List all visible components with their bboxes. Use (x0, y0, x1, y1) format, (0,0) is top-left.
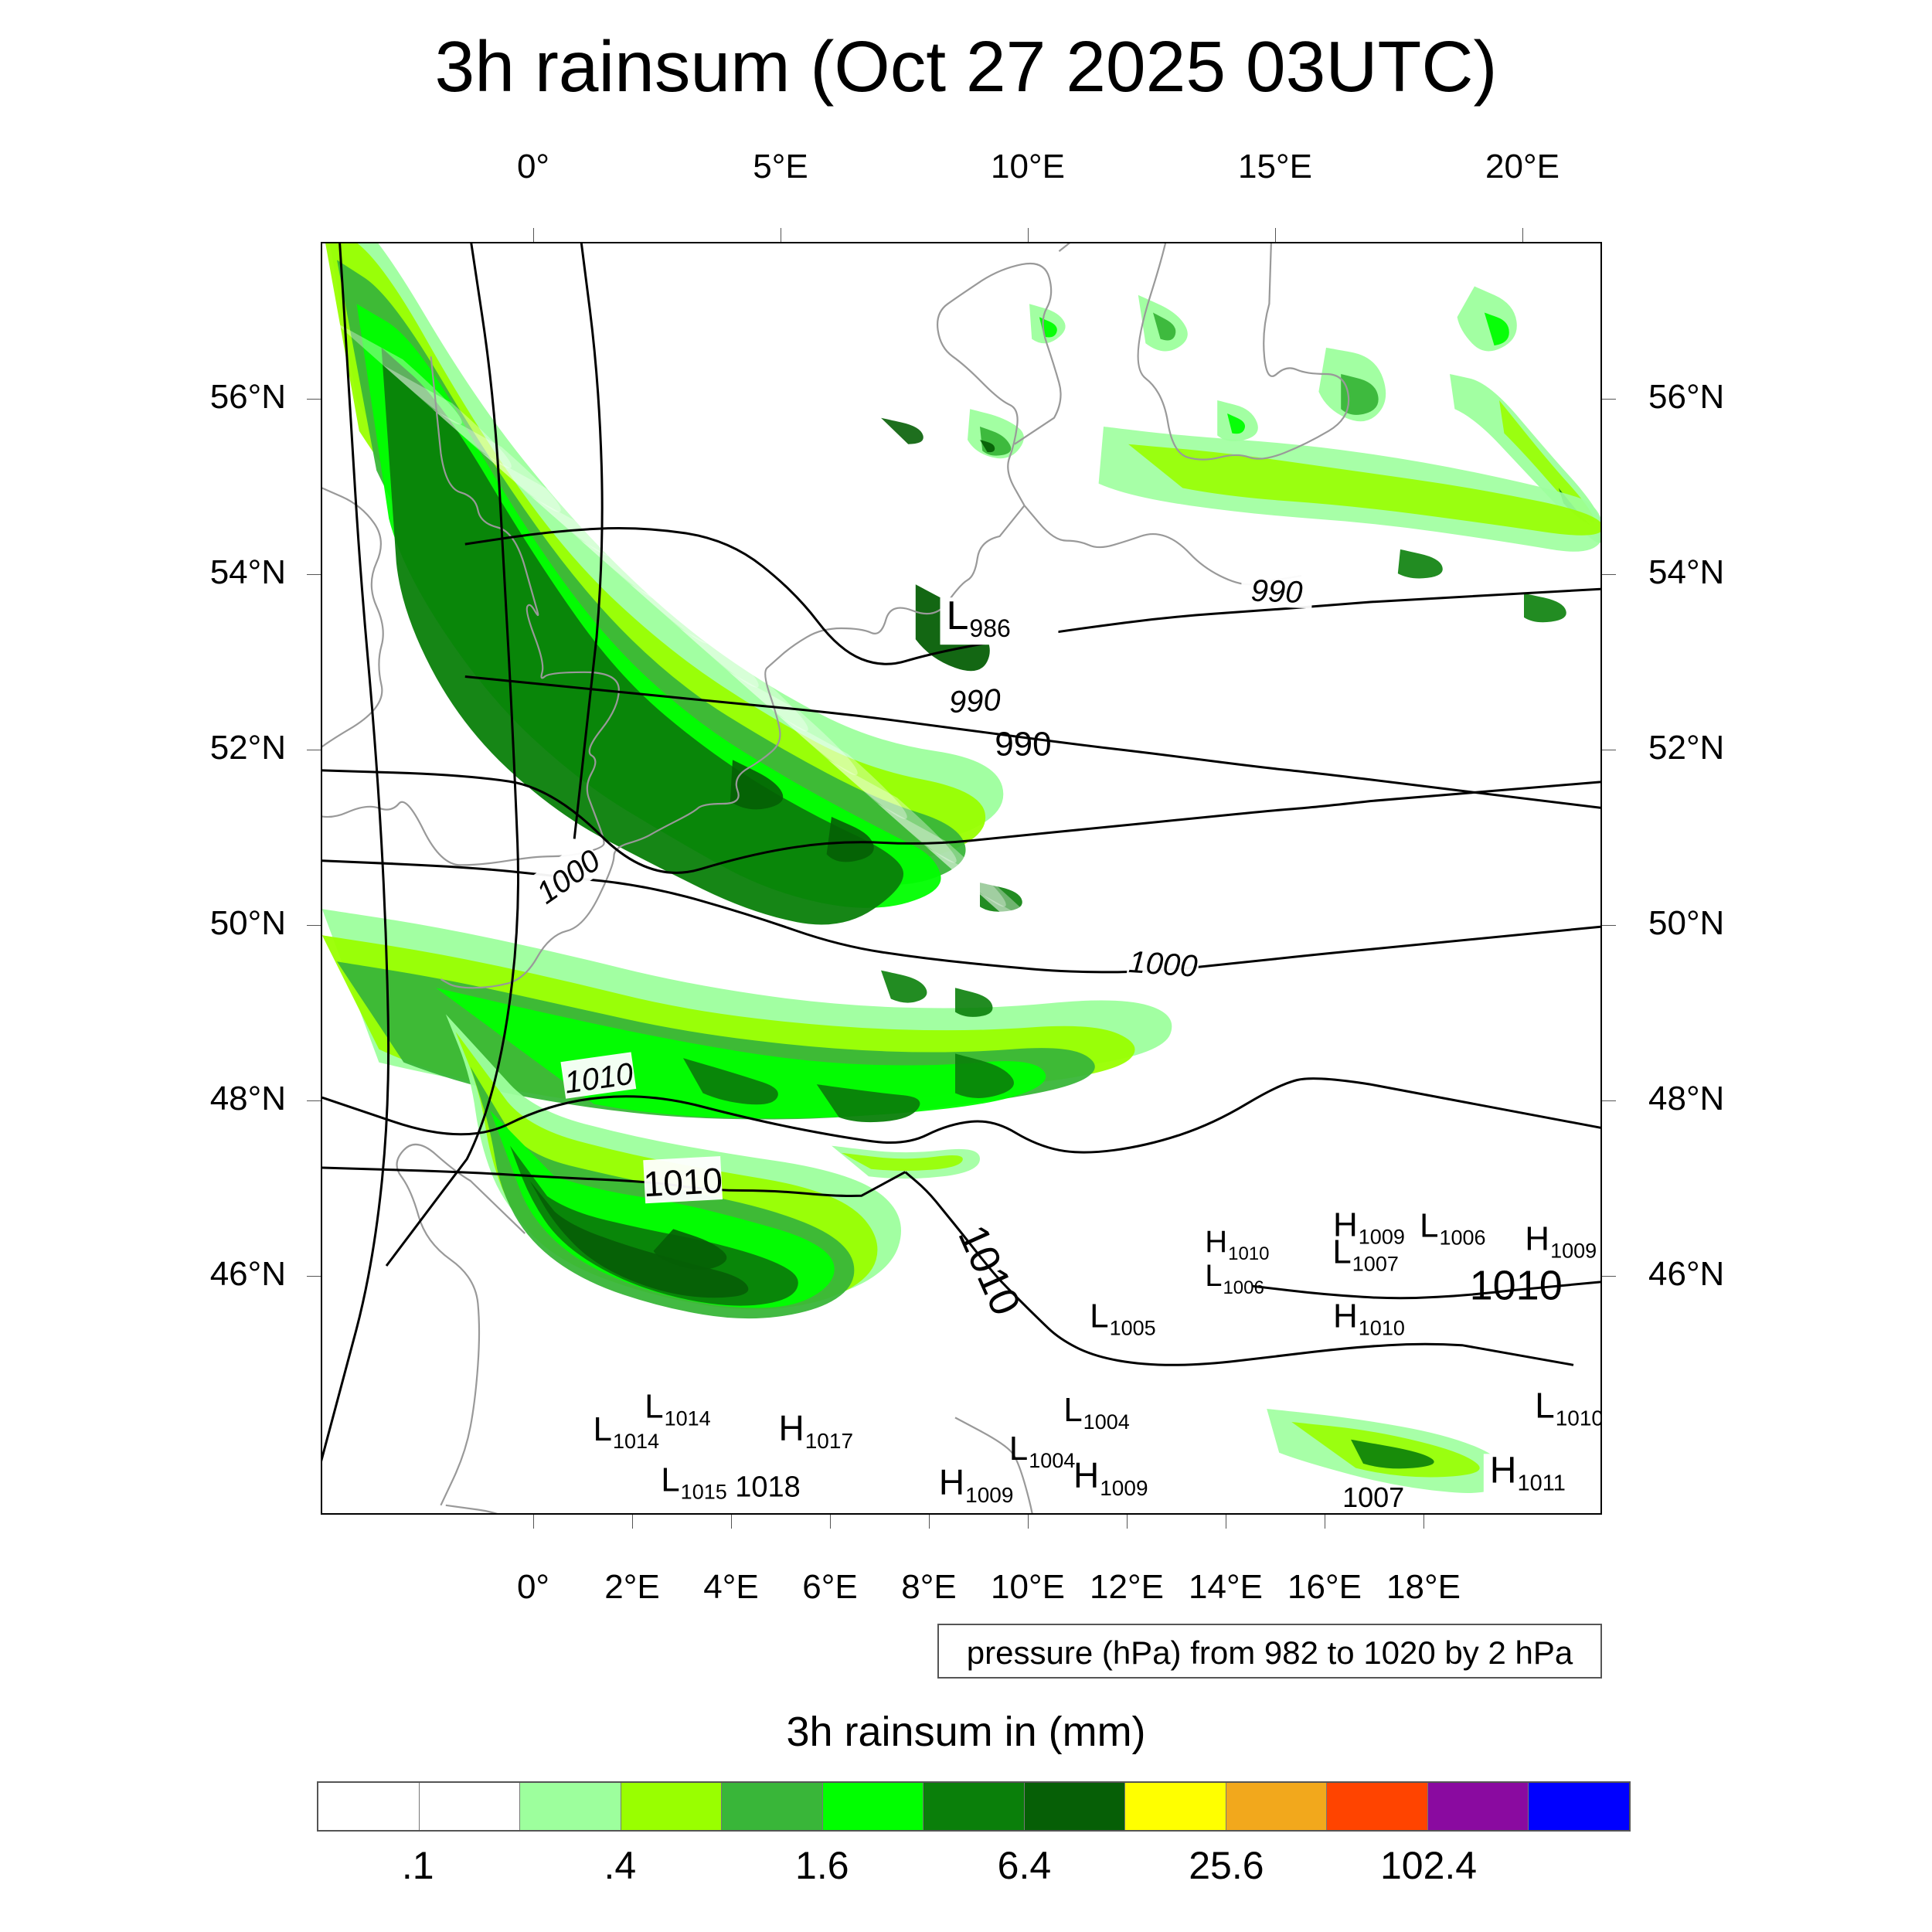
svg-text:990: 990 (1250, 574, 1303, 610)
svg-text:1000: 1000 (1128, 945, 1199, 984)
svg-text:H1010: H1010 (1333, 1298, 1405, 1340)
svg-text:L1014: L1014 (645, 1387, 711, 1430)
svg-text:1010: 1010 (642, 1160, 723, 1204)
svg-text:H1009: H1009 (939, 1462, 1014, 1507)
svg-text:L1006: L1006 (1420, 1207, 1486, 1250)
svg-text:1007: 1007 (1342, 1481, 1404, 1513)
svg-text:H1009: H1009 (1073, 1455, 1148, 1500)
svg-text:L1004: L1004 (1063, 1391, 1130, 1434)
svg-text:1018: 1018 (735, 1471, 801, 1504)
svg-text:L1010: L1010 (1535, 1385, 1602, 1430)
svg-text:L1005: L1005 (1090, 1298, 1156, 1340)
svg-text:L1015: L1015 (661, 1461, 727, 1504)
svg-text:990: 990 (948, 683, 1002, 719)
svg-text:1010: 1010 (1470, 1263, 1563, 1309)
svg-text:L1006: L1006 (1205, 1259, 1264, 1298)
svg-text:H1017: H1017 (779, 1408, 854, 1453)
svg-text:1010: 1010 (949, 1219, 1029, 1322)
svg-text:H1009: H1009 (1525, 1220, 1597, 1263)
svg-text:990: 990 (995, 726, 1051, 764)
svg-text:L1004: L1004 (1009, 1430, 1076, 1472)
